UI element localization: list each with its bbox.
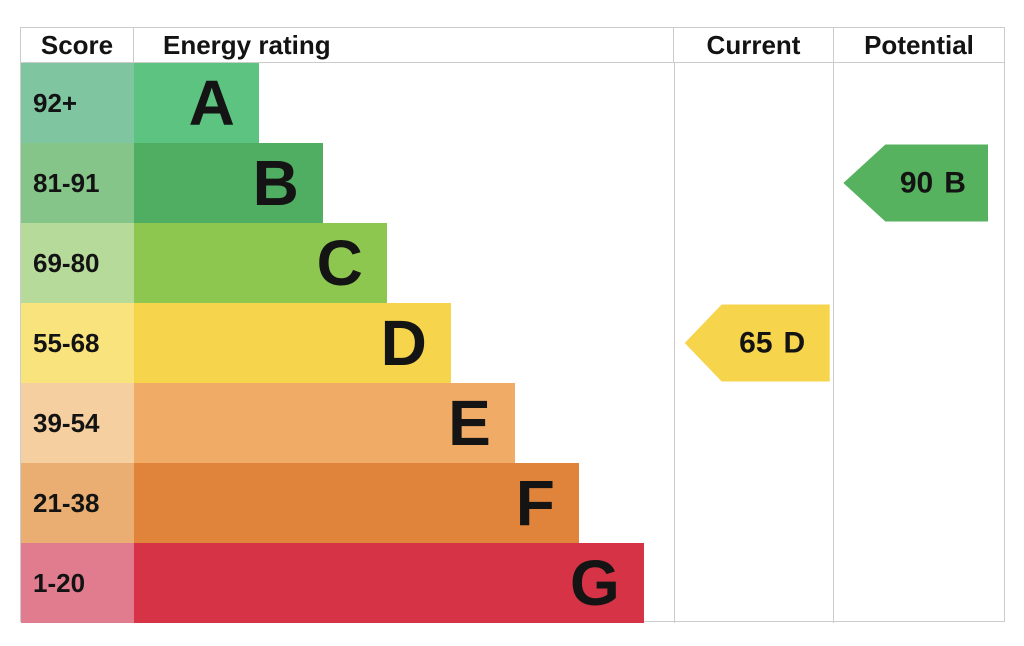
rating-cell-f: F [133,463,674,543]
rating-cell-d: D [133,303,674,383]
epc-row-d: 55-68 D 65 D [21,303,1004,383]
score-range-g: 1-20 [21,543,134,623]
current-cell-g [673,543,834,623]
rating-bar-f: F [133,463,579,543]
potential-cell-a [833,63,1004,143]
header-score: Score [21,28,134,62]
epc-row-c: 69-80 C [21,223,1004,303]
rating-cell-g: G [133,543,674,623]
current-cell-b [673,143,834,223]
header-potential: Potential [833,28,1004,62]
header-current: Current [673,28,833,62]
potential-rating-arrow: 90 B [843,144,989,222]
current-cell-c [673,223,834,303]
rating-bar-c: C [133,223,387,303]
rating-cell-c: C [133,223,674,303]
potential-rating-grade: B [944,166,966,199]
current-cell-f [673,463,834,543]
epc-row-a: 92+ A [21,63,1004,143]
potential-cell-d [833,303,1004,383]
epc-row-g: 1-20 G [21,543,1004,623]
epc-row-e: 39-54 E [21,383,1004,463]
epc-row-b: 81-91 B 90 B [21,143,1004,223]
score-range-e: 39-54 [21,383,134,463]
epc-header-row: Score Energy rating Current Potential [21,28,1004,63]
header-energy-rating: Energy rating [163,29,331,60]
current-cell-e [673,383,834,463]
potential-cell-g [833,543,1004,623]
rating-bar-a: A [133,63,259,143]
potential-cell-b: 90 B [833,143,1004,223]
score-range-f: 21-38 [21,463,134,543]
potential-cell-c [833,223,1004,303]
rating-bar-d: D [133,303,451,383]
rating-bar-e: E [133,383,515,463]
current-rating-grade: D [783,326,806,359]
current-cell-a [673,63,834,143]
score-range-a: 92+ [21,63,134,143]
rating-bar-g: G [133,543,644,623]
rating-cell-e: E [133,383,674,463]
rating-cell-b: B [133,143,674,223]
rating-cell-a: A [133,63,674,143]
score-range-d: 55-68 [21,303,134,383]
potential-rating-value: 90 [899,166,934,199]
rating-bar-b: B [133,143,323,223]
potential-cell-f [833,463,1004,543]
epc-table: Score Energy rating Current Potential 92… [20,27,1005,623]
score-range-b: 81-91 [21,143,134,223]
current-rating-value: 65 [739,326,773,359]
epc-row-f: 21-38 F [21,463,1004,543]
current-cell-d: 65 D [673,303,834,383]
potential-cell-e [833,383,1004,463]
current-rating-arrow: 65 D [684,304,830,382]
score-range-c: 69-80 [21,223,134,303]
